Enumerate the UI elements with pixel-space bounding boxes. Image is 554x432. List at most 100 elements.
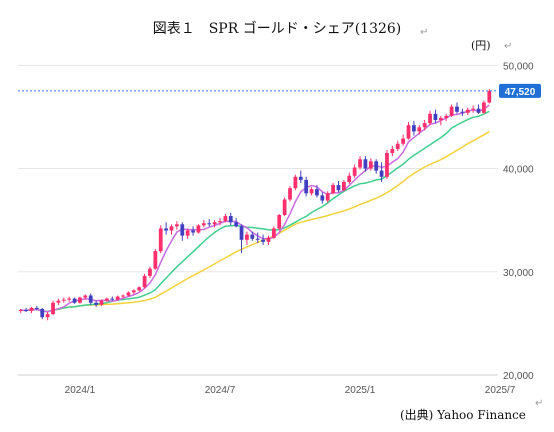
candle-body xyxy=(234,222,239,227)
candle-body xyxy=(169,226,174,231)
candle-body xyxy=(261,239,265,242)
candle-body xyxy=(304,179,309,194)
candle-body xyxy=(455,106,459,112)
y-tick-label: 50,000 xyxy=(503,61,534,72)
candle-body xyxy=(175,224,179,227)
candle-body xyxy=(449,106,454,116)
candle-body xyxy=(34,307,39,309)
x-tick-label: 2024/7 xyxy=(205,385,236,396)
candle-body xyxy=(239,226,244,240)
x-tick-label: 2025/1 xyxy=(345,385,376,396)
candle-body xyxy=(422,123,427,128)
candle-body xyxy=(428,113,432,124)
candle-body xyxy=(153,251,158,269)
candle-body xyxy=(191,230,195,233)
current-price-label: 47,520 xyxy=(505,87,536,98)
candle-body xyxy=(158,228,163,252)
candle-body xyxy=(115,296,120,300)
candle-body xyxy=(250,234,255,239)
candle-body xyxy=(88,295,93,303)
candle-body xyxy=(94,302,98,305)
candle-body xyxy=(331,185,335,194)
y-tick-label: 20,000 xyxy=(503,371,534,382)
candle-body xyxy=(45,314,50,318)
candle-body xyxy=(288,188,292,200)
candle-body xyxy=(185,230,190,236)
candle-body xyxy=(476,108,481,113)
moving-average-lines xyxy=(20,104,490,313)
candle-body xyxy=(471,108,476,110)
candle-body xyxy=(336,185,341,191)
return-mark-title: ↵ xyxy=(420,27,428,38)
y-axis: 20,000 30,000 40,000 50,000 xyxy=(503,61,534,382)
candle-body xyxy=(110,298,115,300)
candle-body xyxy=(315,189,319,196)
candle-body xyxy=(282,199,287,215)
candle-body xyxy=(347,175,352,182)
candle-body xyxy=(61,299,66,301)
candle-body xyxy=(379,170,384,177)
source-label: (出典) Yahoo Finance xyxy=(400,408,526,422)
candle-body xyxy=(341,181,346,191)
candle-body xyxy=(196,225,201,233)
candle-body xyxy=(148,268,152,276)
candle-body xyxy=(444,115,449,118)
y-tick-label: 40,000 xyxy=(503,165,534,176)
candle-body xyxy=(395,143,400,149)
candle-body xyxy=(212,222,217,225)
candle-body xyxy=(78,297,82,303)
candle-body xyxy=(18,309,23,311)
x-tick-label: 2024/1 xyxy=(65,385,96,396)
candle-body xyxy=(460,111,465,113)
candle-body xyxy=(433,113,438,121)
candle-body xyxy=(126,292,131,296)
candle-body xyxy=(293,176,298,189)
candle-body xyxy=(51,302,55,315)
candle-body xyxy=(223,216,228,222)
candle-body xyxy=(207,223,212,225)
candle-body xyxy=(363,159,368,169)
candle-body xyxy=(24,309,28,311)
candle-body xyxy=(482,102,486,113)
candle-body xyxy=(142,275,147,288)
candle-body xyxy=(417,127,422,132)
candle-body xyxy=(374,161,379,171)
candle-body xyxy=(245,234,249,240)
candle-body xyxy=(218,221,222,223)
candle-body xyxy=(390,148,395,154)
candle-body xyxy=(406,125,411,139)
candle-body xyxy=(99,300,104,305)
candle-body xyxy=(487,90,492,103)
candle-body xyxy=(277,215,282,229)
x-axis: 2024/1 2024/7 2025/1 2025/7 xyxy=(65,385,516,396)
candle-body xyxy=(201,223,206,226)
moving-average-mid xyxy=(20,110,490,313)
candle-body xyxy=(164,228,169,231)
unit-label: (円) xyxy=(471,39,491,52)
candle-body xyxy=(271,228,276,238)
candle-body xyxy=(266,237,271,242)
candle-body xyxy=(358,159,362,168)
candle-body xyxy=(320,195,325,201)
moving-average-long xyxy=(20,130,490,313)
return-mark-unit: ↵ xyxy=(504,41,512,52)
candle-body xyxy=(83,295,88,298)
candle-body xyxy=(309,189,314,194)
grid-lines xyxy=(18,64,498,376)
chart-title: 図表１ SPR ゴールド・シェア(1326) xyxy=(153,20,402,37)
candle-body xyxy=(104,298,109,301)
candle-body xyxy=(180,224,185,236)
candle-body xyxy=(412,125,416,132)
candle-body xyxy=(438,117,443,121)
candle-body xyxy=(29,307,34,311)
current-price-badge: 47,520 xyxy=(499,83,541,98)
candle-body xyxy=(325,193,330,201)
moving-average-short xyxy=(20,104,490,313)
candle-body xyxy=(465,109,470,113)
candle-body xyxy=(56,300,61,303)
y-tick-label: 30,000 xyxy=(503,268,534,279)
candlestick-series xyxy=(18,89,492,321)
candle-body xyxy=(368,161,373,169)
candle-body xyxy=(131,290,136,293)
